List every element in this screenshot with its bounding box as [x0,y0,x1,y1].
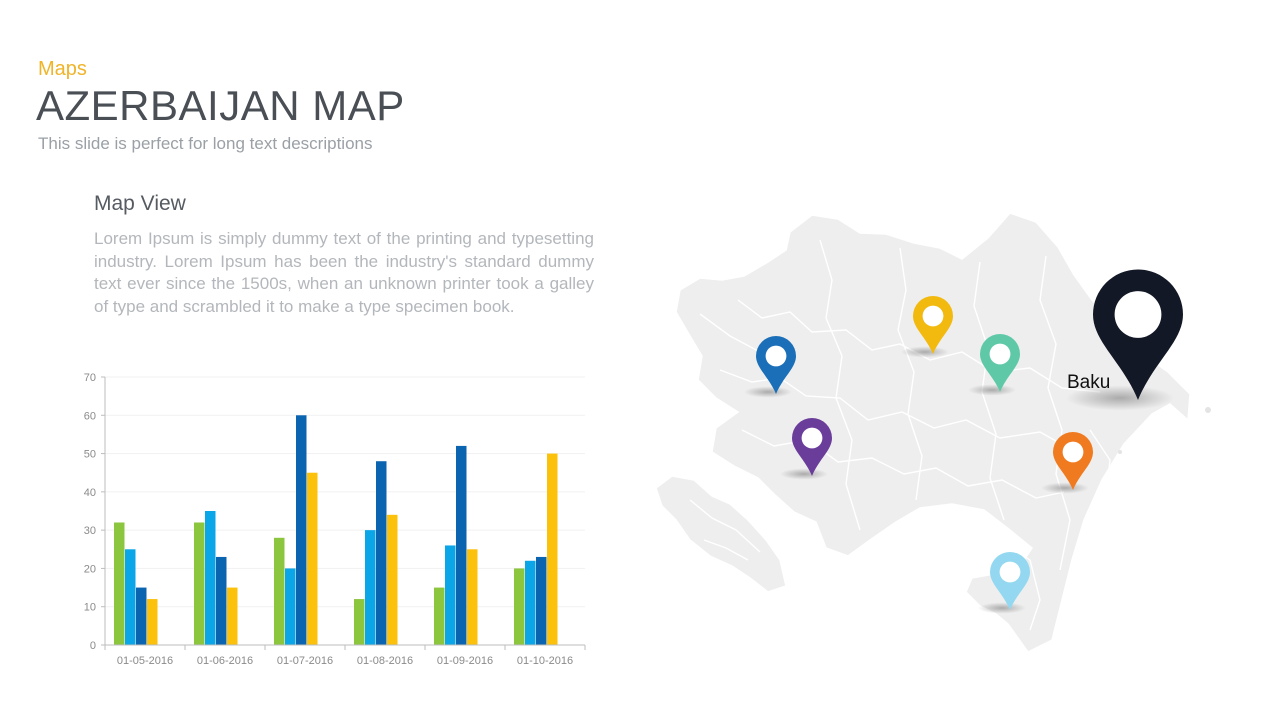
bar [547,453,558,645]
map-island [1205,407,1211,413]
map-pin [1066,269,1183,411]
bar [376,461,387,645]
pin-hole [765,345,787,367]
bar [136,587,147,645]
bar [125,549,136,645]
pin-hole [801,427,823,449]
chart-grid [105,376,585,608]
bar [467,549,478,645]
y-tick-label: 30 [84,525,96,537]
azerbaijan-map: Baku [655,212,1211,653]
x-tick-label: 01-10-2016 [517,655,573,667]
bar [147,599,158,645]
bar [205,511,216,645]
y-tick-label: 10 [84,602,96,614]
x-tick-label: 01-09-2016 [437,655,493,667]
map-mainland [675,212,1191,653]
body-text: Lorem Ipsum is simply dummy text of the … [94,229,594,316]
bar [296,415,307,645]
bar [445,545,456,645]
bar [434,587,445,645]
section-title: Map View [94,192,186,215]
bar [307,472,318,645]
bar [354,599,365,645]
pin-shadow [744,386,792,398]
map-pin [780,418,832,480]
bar-chart: 0 10 20 30 40 50 60 70 01-05-2016 01-06-2016 01-07… [84,372,586,667]
bar [365,530,376,645]
y-tick-label: 50 [84,449,96,461]
x-tick-label: 01-08-2016 [357,655,413,667]
x-tick-label: 01-05-2016 [117,655,173,667]
pin-shadow [978,602,1026,614]
pin-shadow [1066,385,1174,411]
slide-subtitle: This slide is perfect for long text desc… [38,134,373,153]
city-label-baku: Baku [1067,372,1110,393]
pin-hole [922,305,944,327]
map-pin [1041,432,1093,494]
bar [227,587,238,645]
map-pin [968,334,1020,396]
pin-hole [989,343,1011,365]
y-tick-label: 70 [84,372,96,384]
map-exclave [655,475,787,593]
bar [114,522,125,645]
pin-hole [1062,441,1084,463]
pin-hole [1114,291,1162,338]
y-tick-label: 20 [84,563,96,575]
x-tick-label: 01-07-2016 [277,655,333,667]
x-tick-label: 01-06-2016 [197,655,253,667]
chart-bars [114,415,558,645]
bar [514,568,525,645]
bar [274,537,285,645]
bar [194,522,205,645]
pin-shadow [968,384,1016,396]
chart-axes: 0 10 20 30 40 50 60 70 01-05-2016 01-06-2016 01-07… [84,372,586,667]
map-pin [978,552,1030,614]
map-island [1118,450,1122,454]
y-tick-label: 60 [84,410,96,422]
pin-shadow [901,346,949,358]
map-pins [744,269,1183,614]
bar [525,560,536,645]
pin-hole [999,561,1021,583]
bar [285,568,296,645]
pin-shadow [780,468,828,480]
bar [387,514,398,645]
slide-title: AZERBAIJAN MAP [36,82,405,129]
y-tick-label: 40 [84,487,96,499]
bar [216,556,227,645]
bar [456,445,467,645]
slide-kicker: Maps [38,58,87,80]
map-pin [901,296,953,358]
bar [536,556,547,645]
y-tick-label: 0 [90,640,96,652]
pin-shadow [1041,482,1089,494]
map-pin [744,336,796,398]
